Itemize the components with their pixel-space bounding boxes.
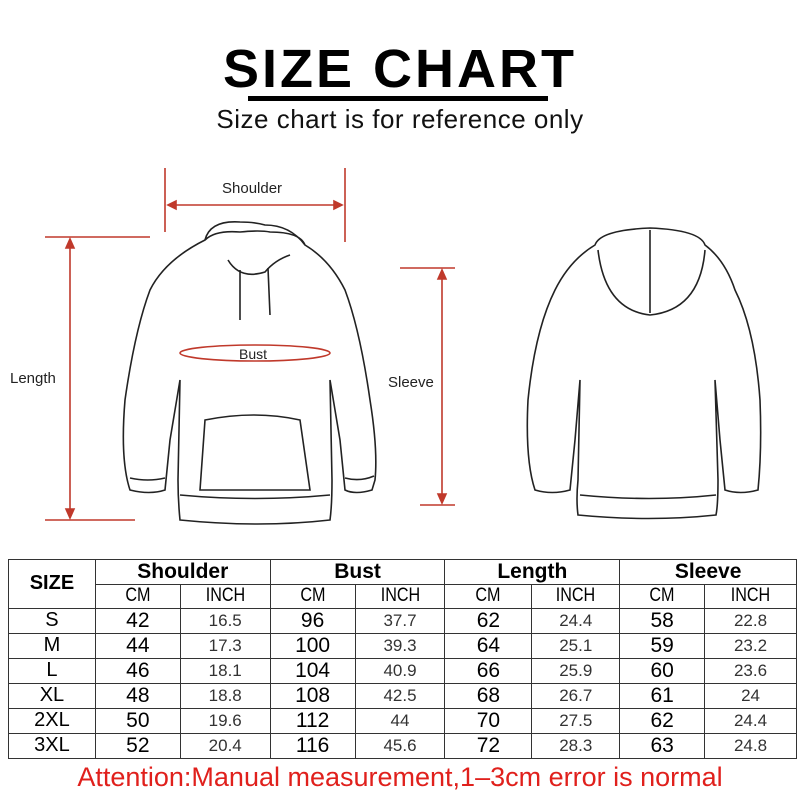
inch-cell: 23.2: [704, 632, 797, 659]
unit-label: CM: [300, 585, 326, 607]
cm-cell: 96: [269, 607, 356, 634]
cm-cell: 62: [444, 607, 533, 634]
inch-cell: 18.8: [179, 682, 271, 709]
group-header-sleeve: Sleeve: [619, 559, 797, 585]
inch-cell: 28.3: [531, 732, 621, 759]
cm-cell: 48: [94, 682, 181, 709]
size-table: SIZE Shoulder Bust Length Sleeve CM INCH C…: [8, 559, 797, 759]
attention-note: Attention:Manual measurement,1–3cm error…: [77, 762, 723, 792]
inch-cell: 37.7: [354, 607, 446, 634]
hoodie-diagram: [45, 168, 762, 525]
cm-cell: 68: [444, 682, 533, 709]
cm-cell: 60: [619, 657, 706, 684]
table-row: 3XL 52 20.4 116 45.6 72 28.3 63 24.8: [8, 732, 797, 759]
cm-cell: 42: [94, 607, 181, 634]
unit-header: INCH: [179, 584, 271, 609]
inch-cell: 19.6: [179, 707, 271, 734]
inch-cell: 24: [704, 682, 797, 709]
size-cell: L: [8, 657, 96, 684]
inch-cell: 24.4: [531, 607, 621, 634]
cm-cell: 58: [619, 607, 706, 634]
cm-cell: 63: [619, 732, 706, 759]
unit-label: CM: [475, 585, 501, 607]
inch-cell: 23.6: [704, 657, 797, 684]
table-row: L 46 18.1 104 40.9 66 25.9 60 23.6: [8, 657, 797, 684]
cm-cell: 116: [269, 732, 356, 759]
cm-cell: 61: [619, 682, 706, 709]
cm-cell: 59: [619, 632, 706, 659]
inch-cell: 26.7: [531, 682, 621, 709]
inch-cell: 44: [354, 707, 446, 734]
inch-cell: 39.3: [354, 632, 446, 659]
cm-cell: 66: [444, 657, 533, 684]
size-cell: 3XL: [8, 732, 96, 759]
size-cell: S: [8, 607, 96, 634]
shoulder-label: Shoulder: [222, 180, 283, 197]
subtitle: Size chart is for reference only: [216, 104, 584, 134]
cm-cell: 104: [269, 657, 356, 684]
sleeve-label: Sleeve: [388, 374, 434, 391]
inch-cell: 25.1: [531, 632, 621, 659]
inch-cell: 17.3: [179, 632, 271, 659]
cm-cell: 108: [269, 682, 356, 709]
cm-cell: 64: [444, 632, 533, 659]
hoodie-back-icon: [526, 227, 762, 520]
unit-header: INCH: [704, 584, 797, 609]
unit-header: CM: [269, 584, 356, 609]
table-row: M 44 17.3 100 39.3 64 25.1 59 23.2: [8, 632, 797, 659]
inch-cell: 22.8: [704, 607, 797, 634]
inch-cell: 16.5: [179, 607, 271, 634]
inch-cell: 40.9: [354, 657, 446, 684]
table-row: XL 48 18.8 108 42.5 68 26.7 61 24: [8, 682, 797, 709]
table-row: 2XL 50 19.6 112 44 70 27.5 62 24.4: [8, 707, 797, 734]
page-title: SIZE CHART: [223, 39, 577, 99]
cm-cell: 100: [269, 632, 356, 659]
inch-cell: 27.5: [531, 707, 621, 734]
inch-cell: 25.9: [531, 657, 621, 684]
size-cell: XL: [8, 682, 96, 709]
unit-label: INCH: [730, 585, 771, 607]
unit-label: INCH: [205, 585, 245, 607]
size-header: SIZE: [8, 559, 96, 609]
cm-cell: 112: [269, 707, 356, 734]
unit-label: INCH: [555, 585, 596, 607]
group-header-bust: Bust: [269, 559, 446, 585]
inch-cell: 42.5: [354, 682, 446, 709]
cm-cell: 46: [94, 657, 181, 684]
group-header-shoulder: Shoulder: [94, 559, 271, 585]
cm-cell: 44: [94, 632, 181, 659]
group-header-length: Length: [444, 559, 621, 585]
cm-cell: 72: [444, 732, 533, 759]
unit-header: CM: [94, 584, 181, 609]
inch-cell: 24.4: [704, 707, 797, 734]
inch-cell: 45.6: [354, 732, 446, 759]
unit-header: INCH: [354, 584, 446, 609]
hoodie-front-icon: [122, 221, 377, 525]
cm-cell: 70: [444, 707, 533, 734]
length-label: Length: [10, 370, 56, 387]
size-cell: M: [8, 632, 96, 659]
table-row: S 42 16.5 96 37.7 62 24.4 58 22.8: [8, 607, 797, 634]
unit-label: CM: [125, 585, 151, 607]
unit-header: CM: [444, 584, 533, 609]
inch-cell: 20.4: [179, 732, 271, 759]
unit-header: CM: [619, 584, 706, 609]
measurement-arrows: [45, 168, 455, 521]
unit-label: CM: [649, 585, 675, 607]
title-underline: [248, 96, 548, 101]
unit-header: INCH: [531, 584, 621, 609]
inch-cell: 24.8: [704, 732, 797, 759]
bust-label: Bust: [239, 346, 268, 362]
cm-cell: 52: [94, 732, 181, 759]
size-cell: 2XL: [8, 707, 96, 734]
unit-label: INCH: [380, 585, 420, 607]
cm-cell: 62: [619, 707, 706, 734]
cm-cell: 50: [94, 707, 181, 734]
inch-cell: 18.1: [179, 657, 271, 684]
